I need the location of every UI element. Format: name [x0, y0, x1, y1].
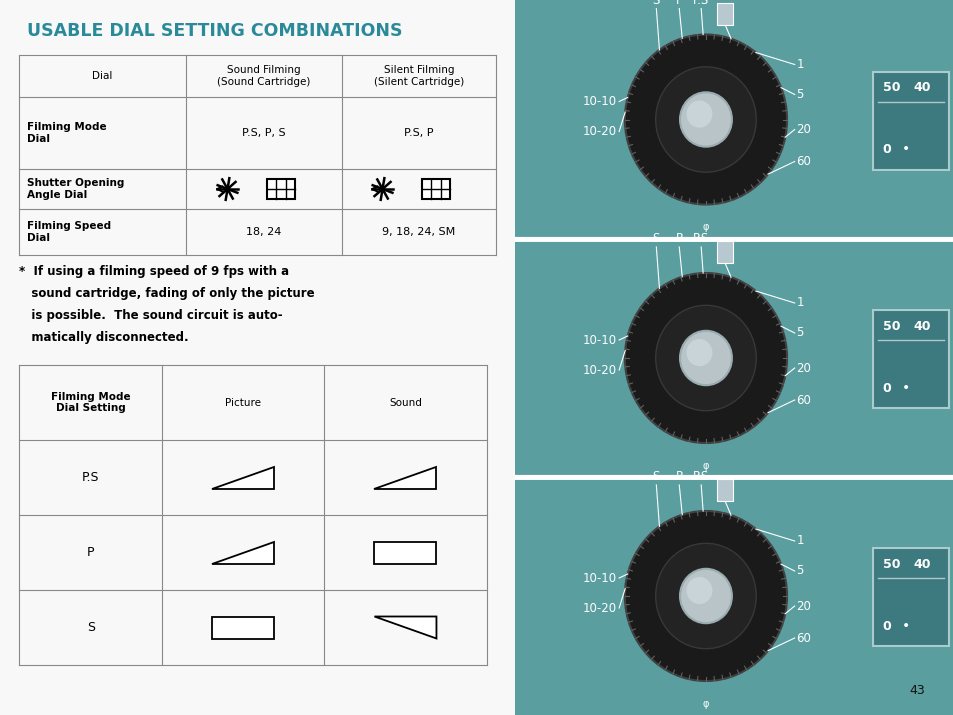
Circle shape: [624, 273, 786, 443]
Text: P: P: [675, 232, 682, 245]
Text: 0: 0: [881, 382, 890, 395]
Bar: [515, 477, 953, 715]
Bar: [717, 479, 732, 501]
Bar: [717, 2, 732, 24]
Polygon shape: [212, 466, 274, 488]
Text: P.S: P.S: [692, 0, 709, 6]
Text: Filming Speed
Dial: Filming Speed Dial: [27, 221, 111, 243]
Text: USABLE DIAL SETTING COMBINATIONS: USABLE DIAL SETTING COMBINATIONS: [27, 22, 402, 40]
Circle shape: [655, 543, 756, 649]
Text: P: P: [675, 0, 682, 6]
Circle shape: [686, 577, 712, 604]
Text: S: S: [87, 621, 94, 634]
Text: 5: 5: [796, 327, 803, 340]
Text: sound cartridge, fading of only the picture: sound cartridge, fading of only the pict…: [19, 287, 314, 300]
Circle shape: [655, 305, 756, 410]
Text: 10-20: 10-20: [582, 363, 617, 377]
Text: 0: 0: [881, 619, 890, 633]
Text: 60: 60: [796, 155, 811, 168]
Polygon shape: [374, 466, 436, 488]
Bar: [374, 541, 436, 563]
Text: 43: 43: [908, 684, 924, 697]
Polygon shape: [374, 616, 436, 638]
Text: is possible.  The sound circuit is auto-: is possible. The sound circuit is auto-: [19, 309, 282, 322]
Text: Dial: Dial: [92, 71, 112, 81]
Text: 18, 24: 18, 24: [246, 227, 281, 237]
Text: 60: 60: [796, 393, 811, 407]
Text: 5: 5: [796, 565, 803, 578]
Circle shape: [679, 569, 731, 623]
Bar: [717, 241, 732, 263]
Text: •: •: [902, 381, 909, 395]
Circle shape: [655, 66, 756, 172]
Bar: [266, 179, 295, 199]
Text: P.S, P, S: P.S, P, S: [242, 128, 285, 138]
Text: 10-20: 10-20: [582, 601, 617, 614]
Text: 20: 20: [796, 123, 811, 136]
Text: Filming Mode
Dial: Filming Mode Dial: [27, 122, 106, 144]
Text: 50: 50: [882, 81, 900, 94]
Bar: [515, 239, 953, 477]
Text: 40: 40: [913, 320, 930, 332]
Text: P.S: P.S: [692, 232, 709, 245]
Text: P.S: P.S: [82, 471, 99, 484]
Text: 10-20: 10-20: [582, 125, 617, 138]
Text: matically disconnected.: matically disconnected.: [19, 331, 189, 344]
Circle shape: [686, 101, 712, 128]
Circle shape: [679, 92, 731, 147]
Text: Silent Filming
(Silent Cartridge): Silent Filming (Silent Cartridge): [374, 65, 463, 87]
Text: 60: 60: [796, 631, 811, 644]
Text: 5: 5: [796, 88, 803, 101]
Text: 20: 20: [796, 362, 811, 375]
Text: P.S, P: P.S, P: [404, 128, 433, 138]
Bar: [872, 72, 948, 169]
Text: Filming Mode
Dial Setting: Filming Mode Dial Setting: [51, 392, 131, 413]
Text: *  If using a filming speed of 9 fps with a: * If using a filming speed of 9 fps with…: [19, 265, 289, 278]
Text: 1: 1: [796, 297, 803, 310]
Text: 10-10: 10-10: [582, 333, 617, 347]
Text: Picture: Picture: [225, 398, 261, 408]
Text: 10-10: 10-10: [582, 95, 617, 108]
Bar: [515, 0, 953, 239]
Text: S: S: [652, 232, 659, 245]
Text: 20: 20: [796, 599, 811, 613]
Text: 50: 50: [882, 320, 900, 332]
Text: P.S: P.S: [692, 470, 709, 483]
Bar: [212, 616, 274, 638]
Text: 0: 0: [881, 143, 890, 156]
Text: S: S: [652, 470, 659, 483]
Text: Shutter Opening
Angle Dial: Shutter Opening Angle Dial: [27, 178, 124, 199]
Circle shape: [624, 511, 786, 681]
Text: φ: φ: [702, 222, 708, 232]
Text: φ: φ: [702, 461, 708, 471]
Bar: [421, 179, 450, 199]
Circle shape: [679, 331, 731, 385]
Text: 40: 40: [913, 81, 930, 94]
Text: 50: 50: [882, 558, 900, 571]
Polygon shape: [212, 541, 274, 563]
Text: 10-10: 10-10: [582, 571, 617, 584]
Text: •: •: [902, 142, 909, 157]
Text: 9, 18, 24, SM: 9, 18, 24, SM: [382, 227, 455, 237]
Text: •: •: [902, 619, 909, 633]
Bar: [872, 310, 948, 408]
Text: Sound: Sound: [389, 398, 421, 408]
Text: 1: 1: [796, 535, 803, 548]
Text: 1: 1: [796, 58, 803, 71]
Bar: [872, 548, 948, 646]
Text: P: P: [87, 546, 94, 559]
Circle shape: [624, 34, 786, 204]
Text: Sound Filming
(Sound Cartridge): Sound Filming (Sound Cartridge): [217, 65, 310, 87]
Text: S: S: [652, 0, 659, 6]
Circle shape: [686, 339, 712, 366]
Text: P: P: [675, 470, 682, 483]
Text: φ: φ: [702, 699, 708, 709]
Text: 40: 40: [913, 558, 930, 571]
